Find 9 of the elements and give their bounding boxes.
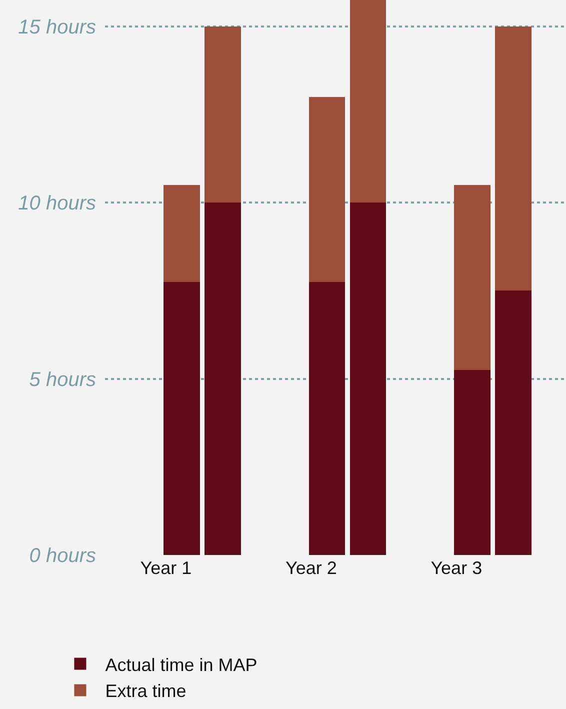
y-tick-label: 10 hours: [18, 192, 96, 215]
x-tick-label: Year 1: [140, 558, 192, 578]
y-tick-label: 5 hours: [29, 368, 96, 391]
y-tick-label: 15 hours: [18, 16, 96, 38]
legend-label: Actual time in MAP: [105, 654, 258, 675]
x-tick-label: Year 3: [430, 558, 482, 578]
y-tick-label: 0 hours: [29, 545, 96, 567]
x-tick-label: Year 2: [285, 558, 337, 578]
legend-label: Extra time: [105, 681, 186, 702]
